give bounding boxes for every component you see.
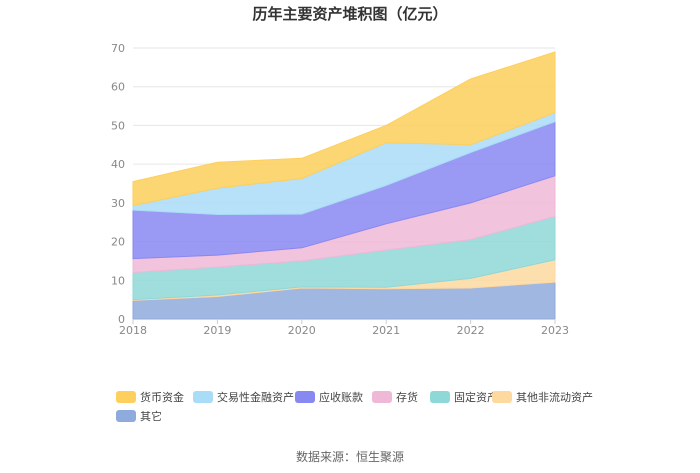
legend-swatch — [295, 391, 315, 403]
x-tick-label: 2021 — [372, 324, 400, 337]
legend-label: 固定资产 — [454, 390, 498, 404]
legend-item-应收账款[interactable]: 应收账款 — [295, 390, 363, 404]
y-tick-label: 30 — [111, 197, 125, 210]
x-tick-label: 2020 — [288, 324, 316, 337]
legend-item-存货[interactable]: 存货 — [372, 390, 418, 404]
data-source-note: 数据来源：恒生聚源 — [296, 449, 404, 464]
x-tick-label: 2018 — [119, 324, 147, 337]
area-货币资金[interactable] — [132, 51, 556, 207]
legend-item-其它[interactable]: 其它 — [116, 409, 162, 423]
axes: 0 10 20 30 40 50 60 70 2018 2019 2020 2021 2022 2023 — [111, 42, 569, 337]
legend-label: 应收账款 — [319, 390, 363, 404]
y-tick-label: 60 — [111, 81, 125, 94]
x-tick-label: 2023 — [541, 324, 569, 337]
legend-item-其他非流动资产[interactable]: 其他非流动资产 — [492, 390, 593, 404]
chart-title: 历年主要资产堆积图（亿元） — [252, 5, 447, 23]
x-tick-label: 2019 — [203, 324, 231, 337]
legend-item-交易性金融资产[interactable]: 交易性金融资产 — [193, 390, 294, 404]
y-tick-label: 20 — [111, 236, 125, 249]
legend-item-固定资产[interactable]: 固定资产 — [430, 390, 498, 404]
legend-label: 其他非流动资产 — [516, 390, 593, 404]
legend-swatch — [193, 391, 213, 403]
legend-label: 货币资金 — [140, 390, 184, 404]
legend-label: 交易性金融资产 — [217, 390, 294, 404]
y-tick-label: 10 — [111, 274, 125, 287]
legend-swatch — [492, 391, 512, 403]
legend-item-货币资金[interactable]: 货币资金 — [116, 390, 184, 404]
legend-label: 存货 — [396, 390, 418, 404]
legend-swatch — [430, 391, 450, 403]
area-series — [132, 51, 556, 320]
y-tick-label: 0 — [118, 313, 125, 326]
y-tick-label: 70 — [111, 42, 125, 55]
y-tick-label: 40 — [111, 158, 125, 171]
legend-swatch — [116, 410, 136, 422]
y-tick-label: 50 — [111, 119, 125, 132]
legend-swatch — [116, 391, 136, 403]
legend-swatch — [372, 391, 392, 403]
legend-label: 其它 — [140, 409, 162, 423]
x-tick-label: 2022 — [457, 324, 485, 337]
